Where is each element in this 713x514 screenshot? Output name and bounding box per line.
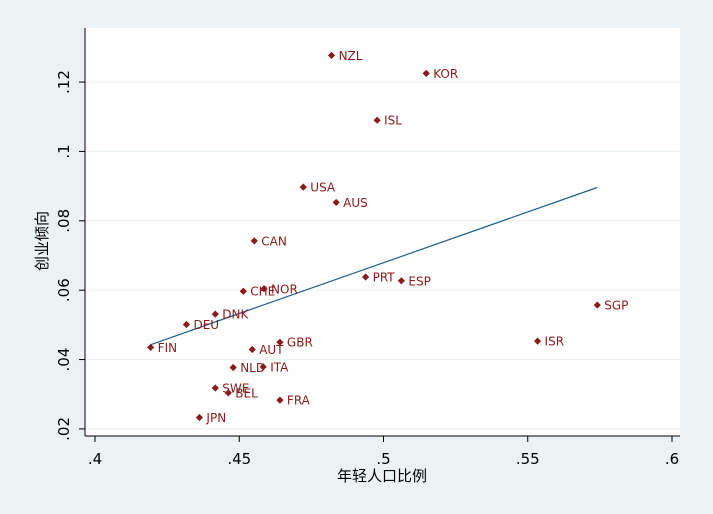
tick-marks: .02 .04 .06 .08 .1 .12 .4 .45 .5 .55 .6 (55, 70, 679, 468)
grid-lines (85, 81, 680, 430)
data-point (533, 337, 542, 345)
fit-line-layer (150, 186, 598, 346)
data-point (422, 69, 430, 77)
fit-line (150, 186, 598, 346)
data-point (211, 384, 219, 392)
point-label: ISR (545, 335, 565, 349)
point-label: SGP (604, 299, 628, 313)
data-point (182, 320, 191, 329)
x-tick-label: .5 (376, 450, 390, 468)
data-point (195, 413, 204, 422)
data-point (397, 277, 405, 285)
data-point (250, 237, 258, 245)
x-axis-title: 年轻人口比例 (337, 467, 427, 485)
data-point (593, 301, 601, 309)
point-label: NOR (271, 282, 298, 296)
plot-area (85, 28, 680, 436)
y-tick-label: .04 (55, 348, 73, 372)
data-point (260, 285, 268, 293)
x-tick-label: .6 (665, 450, 679, 468)
data-point (276, 396, 284, 404)
point-label: PRT (373, 270, 396, 284)
point-label: FIN (158, 341, 177, 355)
data-point (362, 273, 370, 281)
point-label: JPN (205, 411, 226, 425)
point-label: ITA (270, 360, 289, 374)
point-label: NLD (240, 361, 265, 375)
point-label: CAN (261, 234, 287, 248)
y-tick-label: .08 (55, 209, 73, 233)
data-point (224, 389, 232, 397)
point-label: GBR (287, 336, 313, 350)
point-label: ESP (408, 274, 430, 288)
y-tick-label: .06 (55, 278, 73, 302)
y-tick-label: .1 (55, 144, 73, 158)
point-label: AUT (259, 343, 284, 357)
point-label: KOR (433, 67, 458, 81)
point-label: CHE (250, 285, 275, 299)
point-label: FRA (287, 394, 311, 408)
data-point (299, 183, 307, 191)
data-point (327, 51, 336, 59)
y-tick-label: .12 (55, 70, 73, 94)
point-label: DEU (193, 318, 219, 332)
x-tick-label: .45 (227, 450, 251, 468)
y-tick-label: .02 (55, 417, 73, 441)
data-point (229, 363, 237, 372)
data-point (239, 287, 247, 295)
x-tick-label: .55 (516, 450, 540, 468)
data-point (276, 338, 284, 346)
y-axis-title: 创业倾向 (33, 211, 51, 271)
data-point (259, 363, 267, 371)
point-label: AUS (343, 196, 368, 210)
x-tick-label: .4 (88, 450, 102, 468)
data-point (147, 343, 155, 352)
point-label: ISL (384, 114, 402, 128)
data-point (373, 116, 381, 124)
data-point (211, 310, 219, 318)
data-point (248, 345, 256, 354)
data-point (332, 198, 340, 207)
point-label: NZL (339, 49, 363, 63)
axes (84, 28, 680, 437)
point-label: BEL (235, 386, 258, 400)
point-label: DNK (222, 308, 249, 322)
point-label: USA (310, 181, 336, 195)
